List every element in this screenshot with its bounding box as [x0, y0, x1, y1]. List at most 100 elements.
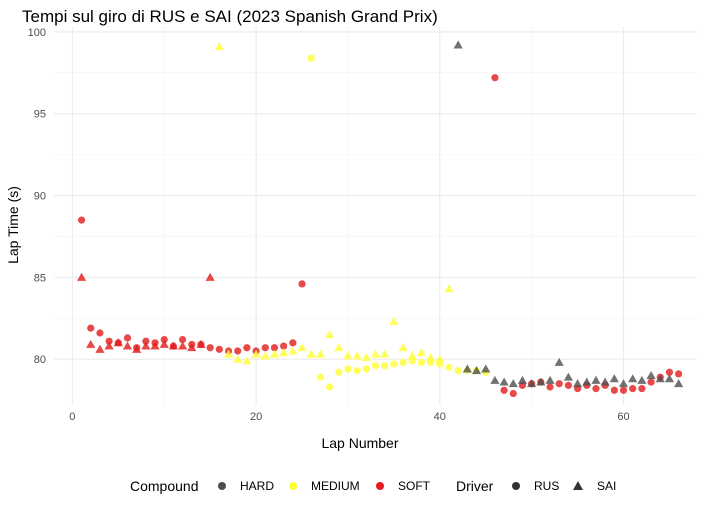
point-sai	[527, 379, 537, 388]
point-rus	[289, 339, 297, 347]
point-rus	[316, 373, 324, 381]
point-sai	[113, 338, 123, 347]
point-rus	[500, 386, 508, 394]
point-sai	[122, 341, 133, 350]
x-tick-label: 20	[250, 411, 262, 423]
legend-rus-key	[512, 482, 520, 490]
point-sai	[251, 349, 261, 358]
legend-sai-key	[573, 481, 583, 490]
point-sai	[168, 341, 179, 350]
point-rus	[592, 385, 600, 393]
point-sai	[196, 339, 206, 348]
point-sai	[288, 346, 298, 355]
y-tick-label: 95	[34, 109, 46, 121]
point-rus	[610, 386, 618, 394]
point-rus	[619, 386, 628, 394]
point-rus	[77, 216, 86, 224]
x-axis-title: Lap Number	[321, 435, 398, 451]
point-rus	[298, 280, 306, 288]
point-sai	[471, 366, 482, 375]
point-rus	[261, 344, 269, 352]
point-rus	[142, 337, 150, 345]
point-sai	[517, 375, 528, 384]
point-sai	[389, 316, 399, 325]
point-sai	[453, 40, 463, 49]
y-tick-label: 85	[34, 272, 46, 284]
point-sai	[664, 374, 675, 383]
data-points	[76, 40, 684, 398]
point-rus	[546, 383, 554, 391]
point-sai	[600, 377, 610, 386]
point-sai	[132, 344, 142, 353]
point-sai	[150, 341, 160, 350]
point-rus	[307, 54, 315, 62]
point-rus	[123, 334, 132, 342]
point-rus	[105, 337, 113, 345]
point-rus	[629, 385, 637, 393]
point-sai	[628, 374, 638, 383]
legend-medium-key	[289, 482, 297, 490]
y-tick-label: 80	[34, 354, 46, 366]
point-sai	[609, 374, 619, 383]
point-sai	[269, 349, 280, 358]
legend-hard-key	[218, 482, 226, 490]
point-sai	[655, 374, 665, 383]
point-sai	[407, 351, 417, 360]
point-sai	[279, 348, 289, 357]
point-sai	[297, 343, 307, 352]
legend: Compound HARD MEDIUM SOFT Driver RUS SAI	[130, 478, 616, 494]
y-tick-labels: 80 85 90 95 100	[28, 27, 46, 366]
point-rus	[87, 324, 95, 332]
point-rus	[665, 368, 674, 376]
point-sai	[674, 379, 684, 388]
point-sai	[352, 351, 362, 360]
point-rus	[675, 370, 683, 378]
point-sai	[426, 352, 436, 361]
point-rus	[638, 385, 646, 393]
point-rus	[215, 345, 223, 353]
point-sai	[205, 272, 215, 281]
legend-soft-key	[376, 482, 384, 490]
point-sai	[178, 341, 188, 350]
point-sai	[104, 341, 114, 350]
point-rus	[270, 344, 279, 352]
point-sai	[481, 364, 491, 373]
point-sai	[361, 352, 371, 361]
point-rus	[353, 367, 361, 375]
point-sai	[398, 343, 408, 352]
point-sai	[572, 379, 583, 388]
x-tick-label: 60	[617, 411, 629, 423]
point-rus	[234, 347, 242, 355]
point-rus	[381, 362, 389, 370]
point-rus	[509, 389, 517, 398]
point-rus	[96, 329, 104, 337]
point-sai	[233, 354, 243, 363]
y-axis-title: Lap Time (s)	[5, 186, 21, 264]
point-sai	[306, 349, 316, 358]
point-sai	[462, 364, 472, 373]
point-sai	[214, 42, 224, 51]
point-sai	[416, 348, 427, 357]
point-sai	[223, 349, 234, 358]
point-sai	[637, 375, 647, 384]
point-rus	[647, 378, 655, 386]
point-sai	[141, 341, 151, 350]
point-sai	[536, 377, 546, 386]
x-tick-label: 0	[69, 411, 75, 423]
point-sai	[490, 375, 500, 384]
point-sai	[646, 370, 656, 379]
point-rus	[206, 344, 214, 352]
point-sai	[343, 351, 353, 360]
point-sai	[499, 377, 509, 386]
point-sai	[324, 330, 335, 339]
point-rus	[417, 358, 426, 367]
point-sai	[545, 375, 555, 384]
point-rus	[390, 360, 398, 368]
y-tick-label: 100	[28, 27, 46, 39]
point-rus	[454, 367, 462, 375]
point-rus	[179, 335, 187, 344]
point-rus	[491, 74, 499, 82]
point-rus	[371, 362, 380, 370]
point-sai	[370, 349, 381, 358]
